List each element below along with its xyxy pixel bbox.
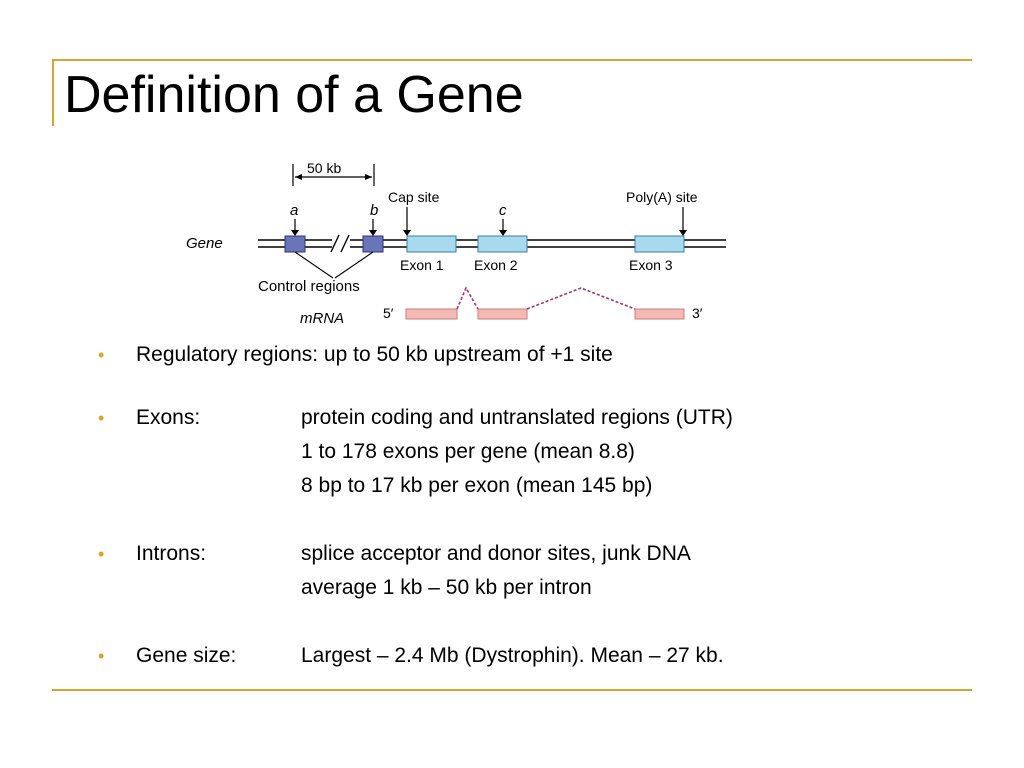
bullet-gene-size-label: Gene size: bbox=[136, 644, 237, 667]
c-label: c bbox=[499, 202, 507, 219]
mrna-segment-1 bbox=[405, 308, 458, 320]
bullet-gene-size-desc: Largest – 2.4 Mb (Dystrophin). Mean – 27… bbox=[301, 644, 724, 667]
bottom-rule bbox=[52, 689, 972, 691]
mrna-segment-2 bbox=[477, 308, 528, 320]
polya-site-label: Poly(A) site bbox=[626, 189, 698, 205]
gene-label: Gene bbox=[186, 235, 223, 252]
arrow-cap-site bbox=[403, 207, 411, 236]
control-region-b bbox=[362, 235, 384, 253]
control-regions-label: Control regions bbox=[258, 278, 360, 295]
introns-line-2: average 1 kb – 50 kb per intron bbox=[301, 576, 592, 599]
arrow-a bbox=[291, 219, 299, 236]
exon-3-box bbox=[634, 235, 685, 253]
mrna-label: mRNA bbox=[300, 310, 344, 327]
three-prime-label: 3′ bbox=[692, 305, 703, 321]
connector-a bbox=[294, 251, 334, 279]
gene-structure-diagram: 50 kb a b Cap site c Poly(A) site Gene bbox=[186, 160, 726, 327]
bullet-regulatory: • Regulatory regions: up to 50 kb upstre… bbox=[98, 340, 978, 370]
bullet-exons-desc: protein coding and untranslated regions … bbox=[301, 406, 733, 429]
bullet-regulatory-text: Regulatory regions: up to 50 kb upstream… bbox=[136, 343, 613, 366]
bullet-gene-size: • Gene size: Largest – 2.4 Mb (Dystrophi… bbox=[98, 641, 978, 671]
top-rule bbox=[52, 59, 972, 61]
control-region-b-label: b bbox=[370, 202, 378, 219]
connector-b bbox=[334, 251, 374, 279]
bullet-introns: • Introns: splice acceptor and donor sit… bbox=[98, 539, 978, 569]
slide-title: Definition of a Gene bbox=[64, 66, 524, 124]
scale-bar: 50 kb bbox=[292, 160, 375, 186]
cap-site-label: Cap site bbox=[388, 189, 440, 205]
bullet-introns-desc: splice acceptor and donor sites, junk DN… bbox=[301, 542, 691, 565]
splice-line-1 bbox=[456, 286, 479, 310]
bullet-exons-label: Exons: bbox=[136, 406, 201, 429]
exon-2-box bbox=[477, 235, 528, 253]
bullet-dot: • bbox=[98, 646, 105, 666]
five-prime-label: 5′ bbox=[383, 305, 394, 321]
splice-line-2 bbox=[526, 287, 636, 310]
bullet-dot: • bbox=[98, 408, 105, 428]
exons-line-3: 8 bp to 17 kb per exon (mean 145 bp) bbox=[301, 474, 653, 497]
arrow-polya-site bbox=[679, 207, 687, 236]
exon-2-label: Exon 2 bbox=[474, 257, 518, 273]
mrna-segment-3 bbox=[634, 308, 685, 320]
arrow-c bbox=[499, 219, 507, 236]
exons-line-2: 1 to 178 exons per gene (mean 8.8) bbox=[301, 440, 635, 463]
exon-3-label: Exon 3 bbox=[629, 257, 673, 273]
left-rule bbox=[52, 59, 54, 126]
bullet-dot: • bbox=[98, 345, 105, 365]
bullet-introns-label: Introns: bbox=[136, 542, 207, 565]
bullet-dot: • bbox=[98, 544, 105, 564]
bullet-exons: • Exons: protein coding and untranslated… bbox=[98, 403, 978, 433]
arrow-b bbox=[369, 219, 377, 236]
control-region-a bbox=[284, 235, 306, 253]
scale-label: 50 kb bbox=[307, 160, 341, 176]
exon-1-label: Exon 1 bbox=[400, 257, 444, 273]
exon-1-box bbox=[406, 235, 457, 253]
control-region-a-label: a bbox=[290, 202, 298, 219]
